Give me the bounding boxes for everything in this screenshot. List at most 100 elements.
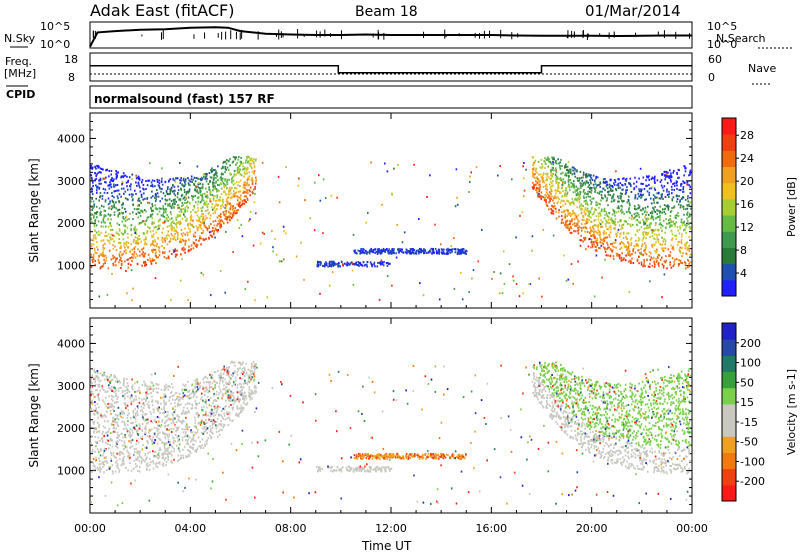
data-cell — [136, 204, 139, 207]
data-cell — [429, 250, 432, 253]
data-cell — [156, 189, 158, 191]
data-cell — [589, 226, 592, 229]
data-cell — [582, 190, 585, 193]
data-cell — [236, 405, 238, 408]
data-cell — [227, 200, 229, 203]
data-cell — [215, 208, 218, 211]
data-cell — [141, 210, 144, 213]
data-cell — [580, 186, 582, 189]
data-cell — [102, 217, 105, 220]
data-cell — [209, 193, 212, 196]
data-cell — [650, 256, 653, 259]
data-cell — [111, 205, 113, 208]
data-cell — [557, 184, 559, 187]
data-cell — [653, 237, 655, 240]
data-cell — [198, 182, 200, 185]
data-cell — [660, 179, 663, 182]
data-cell — [138, 441, 140, 444]
data-cell — [556, 180, 558, 183]
data-cell — [638, 249, 640, 251]
data-cell — [602, 181, 605, 184]
data-cell — [498, 292, 501, 295]
data-cell — [572, 212, 574, 215]
data-cell — [218, 214, 220, 217]
data-cell — [201, 177, 204, 180]
data-cell — [324, 263, 326, 266]
data-cell — [169, 211, 172, 214]
data-cell — [127, 409, 129, 412]
data-cell — [162, 213, 164, 216]
data-cell — [225, 209, 228, 212]
data-cell — [164, 237, 166, 240]
data-cell — [584, 191, 587, 194]
data-cell — [561, 185, 564, 188]
data-cell — [99, 167, 102, 170]
data-cell — [576, 217, 579, 220]
data-cell — [93, 420, 96, 423]
data-cell — [158, 210, 161, 213]
data-cell — [656, 201, 658, 204]
data-cell — [534, 173, 536, 176]
data-cell — [171, 454, 173, 457]
data-cell — [261, 231, 264, 234]
data-cell — [224, 368, 226, 371]
data-cell — [144, 460, 146, 463]
data-cell — [236, 219, 239, 222]
data-cell — [386, 264, 389, 267]
data-cell — [544, 163, 547, 165]
data-cell — [686, 207, 689, 210]
data-cell — [688, 244, 690, 247]
data-cell — [650, 229, 653, 232]
data-cell — [190, 175, 193, 178]
data-cell — [226, 417, 229, 420]
data-cell — [413, 252, 415, 255]
data-cell — [200, 215, 202, 218]
data-cell — [675, 182, 678, 185]
data-cell — [110, 208, 113, 211]
data-cell — [166, 225, 169, 228]
data-cell — [679, 260, 682, 263]
data-cell — [131, 439, 134, 442]
data-cell — [93, 431, 95, 434]
data-cell — [230, 404, 232, 406]
data-cell — [91, 435, 93, 438]
data-cell — [239, 173, 242, 176]
data-cell — [410, 248, 412, 251]
data-cell — [354, 249, 357, 252]
data-cell — [420, 251, 423, 254]
data-cell — [661, 243, 663, 246]
data-cell — [674, 225, 676, 228]
data-cell — [683, 222, 685, 225]
data-cell — [179, 237, 182, 240]
data-cell — [654, 195, 656, 198]
data-cell — [147, 259, 149, 261]
data-cell — [116, 209, 119, 212]
data-cell — [201, 427, 204, 430]
data-cell — [134, 412, 137, 415]
data-cell — [682, 205, 685, 208]
data-cell — [171, 383, 173, 385]
data-cell — [97, 171, 100, 174]
data-cell — [668, 190, 670, 193]
data-cell — [532, 162, 535, 165]
data-cell — [225, 215, 227, 218]
data-cell — [136, 464, 138, 467]
data-cell — [648, 183, 650, 186]
data-cell — [650, 197, 652, 200]
data-cell — [658, 191, 660, 194]
data-cell — [120, 415, 122, 418]
data-cell — [173, 199, 176, 202]
data-cell — [166, 450, 169, 453]
data-cell — [664, 174, 666, 176]
data-cell — [163, 399, 165, 402]
data-cell — [90, 378, 92, 381]
data-cell — [232, 361, 234, 364]
data-cell — [366, 252, 368, 255]
data-cell — [240, 174, 243, 177]
data-cell — [134, 236, 137, 239]
data-cell — [127, 179, 129, 182]
data-cell — [120, 176, 122, 179]
data-cell — [110, 186, 113, 189]
data-cell — [667, 208, 670, 211]
data-cell — [391, 192, 393, 195]
